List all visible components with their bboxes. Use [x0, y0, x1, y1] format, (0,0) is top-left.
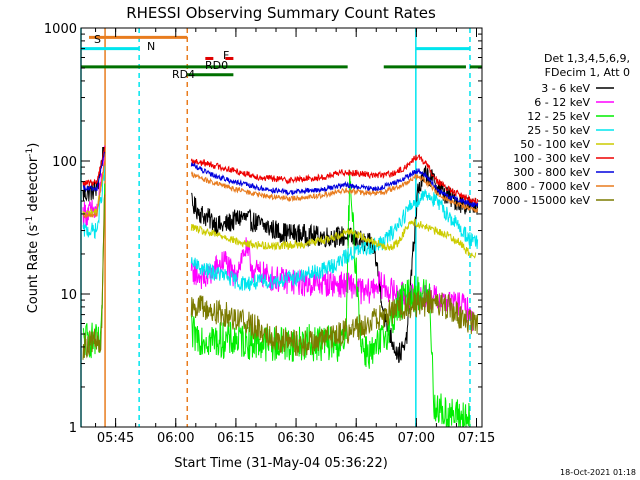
series-line [190, 189, 479, 292]
flag-label: S [94, 33, 101, 46]
plot-area: S N RD0 RD4 F [80, 28, 482, 428]
series-line [82, 151, 106, 193]
legend-entry-label: 25 - 50 keV [527, 124, 590, 137]
x-tick-label: 06:45 [337, 431, 374, 446]
legend-entry-label: 12 - 25 keV [527, 110, 590, 123]
legend-header-2: FDecim 1, Att 0 [545, 66, 630, 79]
legend-entry-label: 3 - 6 keV [541, 82, 590, 95]
x-tick-label: 06:30 [277, 431, 314, 446]
x-axis: 05:45 06:00 06:15 06:30 06:45 07:00 07:15 [95, 28, 495, 446]
flag-label: RD0 [205, 59, 228, 72]
series-line [82, 194, 106, 360]
legend-entry-label: 50 - 100 keV [520, 138, 590, 151]
flag-label: N [147, 40, 155, 53]
series-line [190, 154, 479, 206]
x-tick-label: 07:15 [458, 431, 495, 446]
plot-frame [80, 27, 483, 428]
legend-entry-label: 7000 - 15000 keV [492, 194, 590, 207]
series-line [190, 170, 479, 213]
y-tick-label: 1 [69, 421, 77, 436]
y-axis: 1 10 100 1000 [44, 22, 482, 436]
series-line [82, 161, 106, 219]
x-tick-label: 06:00 [157, 431, 194, 446]
x-tick-label: 05:45 [97, 431, 134, 446]
series-line [82, 146, 106, 187]
y-tick-label: 10 [60, 288, 77, 303]
series-line [190, 290, 479, 357]
legend: Det 1,3,4,5,6,9, FDecim 1, Att 0 3 - 6 k… [492, 52, 630, 207]
y-tick-label: 100 [52, 155, 77, 170]
legend-entry-label: 100 - 300 keV [513, 152, 590, 165]
legend-entry-label: 300 - 800 keV [513, 166, 590, 179]
legend-header-1: Det 1,3,4,5,6,9, [544, 52, 630, 65]
series-line [190, 161, 479, 208]
series-line [190, 218, 477, 259]
x-tick-label: 06:15 [217, 431, 254, 446]
date-stamp: 18-Oct-2021 01:18 [560, 468, 636, 477]
x-axis-label: Start Time (31-May-04 05:36:22) [174, 456, 388, 471]
flag-label: F [223, 49, 229, 62]
x-tick-label: 07:00 [398, 431, 435, 446]
legend-entry-label: 800 - 7000 keV [506, 180, 590, 193]
y-axis-label: Count Rate (s-1 detector-1) [25, 143, 41, 314]
flag-label: RD4 [172, 68, 195, 81]
series-line [82, 165, 106, 240]
legend-entry-label: 6 - 12 keV [534, 96, 590, 109]
chart-title: RHESSI Observing Summary Count Rates [126, 4, 436, 22]
y-tick-label: 1000 [44, 22, 77, 37]
